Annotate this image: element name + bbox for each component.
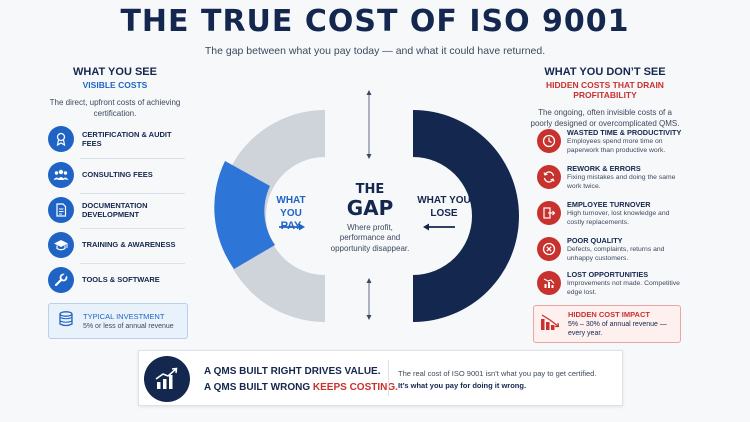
divider	[80, 263, 185, 264]
hidden-cost-desc: Fixing mistakes and doing the same work …	[567, 174, 676, 190]
visible-costs-description: The direct, upfront costs of achieving c…	[49, 98, 181, 118]
pay-line-1: WHAT YOU	[276, 195, 306, 219]
hidden-cost-title: EMPLOYEE TURNOVER	[567, 200, 651, 209]
gap-word: GAP	[346, 196, 394, 220]
gap-block: THE GAP Where profit, performance and op…	[330, 182, 410, 254]
coin-stack-icon	[57, 310, 75, 333]
visible-cost-label: CERTIFICATION & AUDIT FEES	[82, 129, 172, 148]
page-title: THE TRUE COST OF ISO 9001	[120, 4, 630, 39]
visible-cost-item: CONSULTING FEES	[48, 162, 192, 188]
what-you-pay-label: WHAT YOU PAY	[266, 195, 316, 234]
bottom-message: The real cost of ISO 9001 isn’t what you…	[398, 368, 596, 391]
refresh-icon	[537, 165, 561, 189]
gap-the: THE	[355, 182, 385, 197]
bottom-line-2-red: KEEPS COSTING.	[312, 382, 398, 393]
hidden-impact-label: HIDDEN COST IMPACT	[568, 309, 650, 319]
hidden-costs-header: WHAT YOU DON’T SEE HIDDEN COSTS THAT DRA…	[530, 66, 680, 130]
bottom-headline: A QMS BUILT RIGHT DRIVES VALUE. A QMS BU…	[204, 364, 398, 396]
hidden-cost-item: EMPLOYEE TURNOVER High turnover, lost kn…	[537, 200, 687, 228]
hidden-impact-value: 5% – 30% of annual revenue — every year.	[568, 320, 667, 337]
page-subtitle: The gap between what you pay today — and…	[204, 45, 546, 57]
cancel-icon	[537, 237, 561, 261]
pay-ring-blue	[214, 161, 275, 269]
wrench-icon	[48, 267, 74, 293]
visible-cost-item: CERTIFICATION & AUDIT FEES	[48, 126, 192, 152]
hidden-cost-impact-box: HIDDEN COST IMPACT 5% – 30% of annual re…	[533, 305, 681, 343]
people-icon	[48, 162, 74, 188]
hidden-cost-title: WASTED TIME & PRODUCTIVITY	[567, 128, 682, 137]
lose-ring-navy	[413, 110, 519, 322]
hidden-cost-title: POOR QUALITY	[567, 236, 623, 245]
clock-icon	[537, 129, 561, 153]
award-icon	[48, 126, 74, 152]
lose-line-2: LOSE	[430, 207, 458, 219]
bottom-banner	[138, 350, 623, 406]
pay-line-2: PAY	[280, 220, 302, 232]
declining-bars-icon	[540, 313, 560, 336]
visible-costs-subheading: VISIBLE COSTS	[82, 80, 148, 90]
hidden-cost-item: REWORK & ERRORS Fixing mistakes and doin…	[537, 164, 687, 192]
bottom-divider	[388, 360, 389, 396]
visible-cost-item: TOOLS & SOFTWARE	[48, 267, 192, 293]
visible-cost-label: DOCUMENTATION DEVELOPMENT	[82, 200, 148, 219]
growth-chart-icon	[144, 356, 190, 402]
visible-cost-item: TRAINING & AWARENESS	[48, 232, 192, 258]
hidden-cost-desc: Defects, complaints, returns and unhappy…	[567, 246, 665, 262]
bottom-message-1: The real cost of ISO 9001 isn’t what you…	[398, 369, 597, 378]
hidden-cost-title: REWORK & ERRORS	[567, 164, 641, 173]
what-you-see-heading: WHAT YOU SEE	[73, 66, 157, 78]
lose-line-1: WHAT YOU	[417, 195, 471, 206]
visible-cost-label: CONSULTING FEES	[82, 170, 153, 180]
hidden-cost-title: LOST OPPORTUNITIES	[567, 270, 649, 279]
visible-cost-item: DOCUMENTATION DEVELOPMENT	[48, 197, 192, 223]
visible-cost-label: TOOLS & SOFTWARE	[82, 275, 160, 285]
bottom-line-2: A QMS BUILT WRONG KEEPS COSTING.	[204, 380, 398, 396]
graduation-cap-icon	[48, 232, 74, 258]
hidden-costs-subheading: HIDDEN COSTS THAT DRAIN PROFITABILITY	[546, 80, 664, 100]
hidden-cost-item: WASTED TIME & PRODUCTIVITY Employees spe…	[537, 128, 687, 156]
typical-investment-label: TYPICAL INVESTMENT	[83, 312, 165, 321]
typical-investment-box: TYPICAL INVESTMENT 5% or less of annual …	[48, 303, 188, 339]
divider	[80, 158, 185, 159]
document-icon	[48, 197, 74, 223]
visible-costs-header: WHAT YOU SEE VISIBLE COSTS The direct, u…	[40, 66, 190, 120]
what-you-lose-label: WHAT YOU LOSE	[416, 195, 472, 220]
typical-investment-value: 5% or less of annual revenue	[83, 323, 174, 330]
declining-chart-icon	[537, 271, 561, 295]
hidden-costs-description: The ongoing, often invisible costs of a …	[530, 108, 680, 128]
hidden-cost-item: POOR QUALITY Defects, complaints, return…	[537, 236, 687, 264]
divider	[80, 193, 185, 194]
hidden-cost-desc: Employees spend more time on paperwork t…	[567, 138, 666, 154]
gap-description: Where profit, performance and opportunit…	[330, 223, 410, 253]
hidden-cost-desc: High turnover, lost knowledge and costly…	[567, 210, 670, 226]
visible-cost-label: TRAINING & AWARENESS	[82, 240, 176, 250]
exit-door-icon	[537, 201, 561, 225]
divider	[80, 228, 185, 229]
bottom-line-1: A QMS BUILT RIGHT DRIVES VALUE.	[204, 366, 381, 377]
bottom-message-2: It’s what you pay for doing it wrong.	[398, 380, 527, 390]
bottom-line-2-prefix: A QMS BUILT WRONG	[204, 382, 313, 393]
what-you-dont-see-heading: WHAT YOU DON’T SEE	[544, 66, 666, 78]
hidden-cost-desc: Improvements not made. Competitive edge …	[567, 280, 680, 296]
hidden-cost-item: LOST OPPORTUNITIES Improvements not made…	[537, 270, 687, 298]
